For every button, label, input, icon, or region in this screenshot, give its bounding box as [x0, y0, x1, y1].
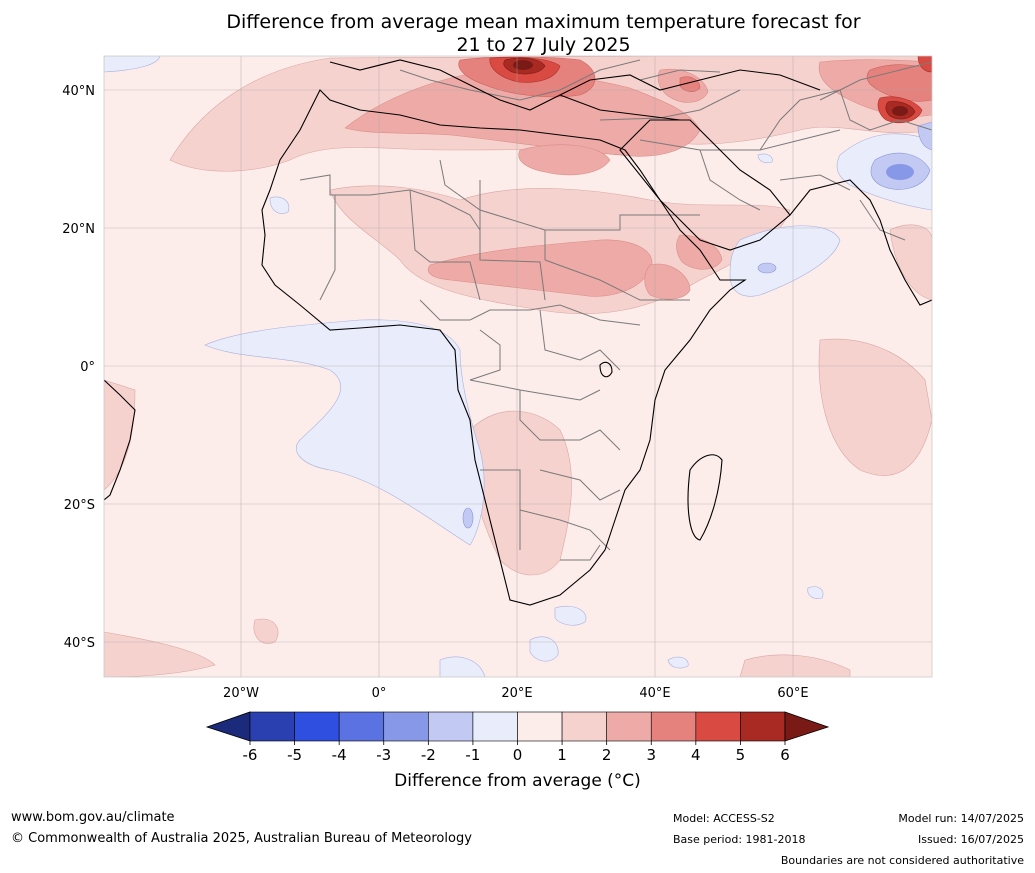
colorbar-cell — [606, 711, 652, 742]
lat-label: 0° — [80, 360, 95, 375]
anomaly-band-above-6 — [513, 60, 908, 116]
map-title-line1: Difference from average mean maximum tem… — [226, 11, 861, 33]
colorbar-tick-label: -5 — [287, 746, 302, 764]
colorbar-tick-label: 2 — [602, 746, 612, 764]
lat-label: 40°S — [64, 636, 95, 651]
anomaly-band-neg3-neg2 — [886, 164, 914, 180]
colorbar-arrow-low — [205, 711, 251, 742]
colorbar-tick-label: 3 — [646, 746, 656, 764]
lon-label: 20°E — [501, 686, 532, 701]
longitude-labels: 20°W 0° 20°E 40°E 60°E — [223, 686, 809, 701]
model-text: Model: ACCESS-S2 — [673, 812, 775, 825]
coastlines — [104, 59, 932, 606]
colorbar-tick-label: -3 — [376, 746, 391, 764]
base-period-text: Base period: 1981-2018 — [673, 833, 806, 846]
colorbar-label: Difference from average (°C) — [394, 771, 641, 791]
colorbar-cell — [472, 711, 518, 742]
latitude-labels: 40°N 20°N 0° 20°S 40°S — [62, 84, 95, 651]
lon-label: 0° — [372, 686, 387, 701]
lat-label: 40°N — [62, 84, 95, 99]
colorbar-cell — [428, 711, 474, 742]
country-boundaries — [299, 59, 932, 561]
colorbar-cell — [383, 711, 429, 742]
colorbar-cell — [650, 711, 697, 742]
colorbar-cell — [740, 711, 786, 742]
lat-label: 20°S — [64, 498, 95, 513]
lon-label: 60°E — [777, 686, 808, 701]
map-title-line2: 21 to 27 July 2025 — [456, 34, 631, 56]
colorbar-tick-label: -6 — [243, 746, 258, 764]
colorbar-cells — [249, 711, 786, 742]
copyright-text: © Commonwealth of Australia 2025, Austra… — [11, 831, 472, 846]
colorbar-cell — [249, 711, 295, 742]
colorbar-tick-label: 5 — [736, 746, 746, 764]
website-link[interactable]: www.bom.gov.au/climate — [11, 810, 175, 825]
map-field — [104, 56, 932, 677]
colorbar-cell — [517, 711, 563, 742]
colorbar-tick-label: 1 — [557, 746, 567, 764]
colorbar-cell — [338, 711, 385, 742]
colorbar-tick-label: 0 — [513, 746, 523, 764]
lat-label: 20°N — [62, 222, 95, 237]
colorbar-cell — [294, 711, 340, 742]
colorbar-tick-label: -4 — [332, 746, 347, 764]
colorbar-cell — [695, 711, 741, 742]
colorbar-tick-label: 4 — [691, 746, 701, 764]
colorbar: -6 -5 -4 -3 -2 -1 0 1 2 3 4 5 6 — [205, 711, 830, 764]
colorbar-tick-label: -2 — [421, 746, 436, 764]
colorbar-cell — [561, 711, 607, 742]
lon-label: 40°E — [639, 686, 670, 701]
colorbar-ticks: -6 -5 -4 -3 -2 -1 0 1 2 3 4 5 6 — [243, 741, 790, 764]
issued-text: Issued: 16/07/2025 — [917, 833, 1024, 846]
boundaries-note: Boundaries are not considered authoritat… — [780, 854, 1024, 867]
colorbar-tick-label: 6 — [780, 746, 790, 764]
graticule — [104, 56, 932, 677]
colorbar-tick-label: -1 — [465, 746, 480, 764]
model-run-text: Model run: 14/07/2025 — [898, 812, 1024, 825]
lon-label: 20°W — [223, 686, 259, 701]
map-frame — [103, 55, 933, 678]
colorbar-arrow-high — [784, 711, 830, 742]
